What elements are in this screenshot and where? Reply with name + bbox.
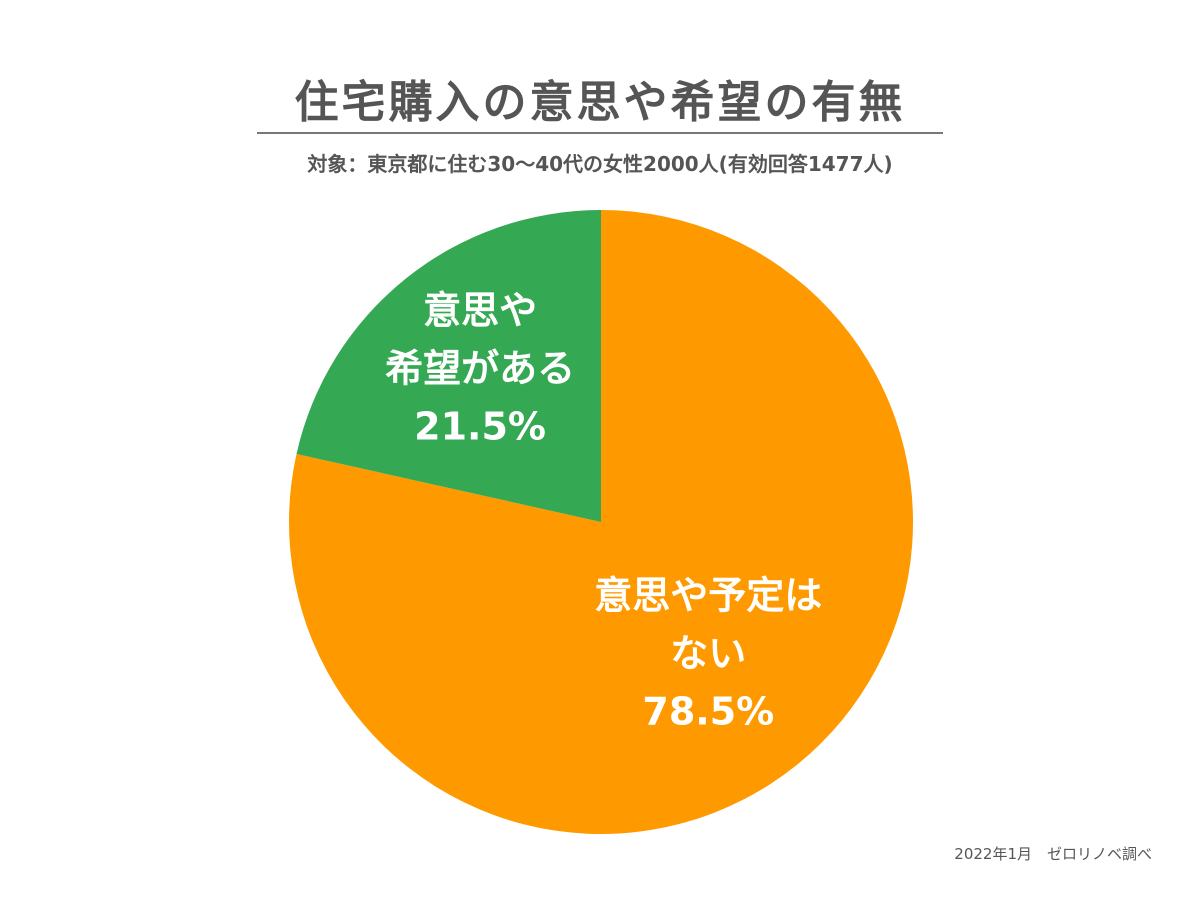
chart-title: 住宅購入の意思や希望の有無: [294, 77, 906, 128]
slice-2-label-line-3: 21.5%: [414, 405, 546, 449]
title-divider: [257, 132, 943, 134]
source-note: 2022年1月 ゼロリノベ調べ: [954, 845, 1152, 863]
pie-slice-2: [296, 210, 601, 522]
slice-2-label-line-1: 意思や: [423, 289, 537, 333]
slice-1-label-line-3: 78.5%: [642, 689, 774, 733]
chart-subtitle: 対象：東京都に住む30～40代の女性2000人(有効回答1477人): [307, 152, 893, 176]
slice-1-label-line-1: 意思や予定は: [594, 573, 822, 617]
pie-slice-1: [288, 210, 913, 834]
slice-2-label-line-2: 希望がある: [385, 347, 575, 391]
slice-1-label-line-2: ない: [670, 631, 746, 675]
